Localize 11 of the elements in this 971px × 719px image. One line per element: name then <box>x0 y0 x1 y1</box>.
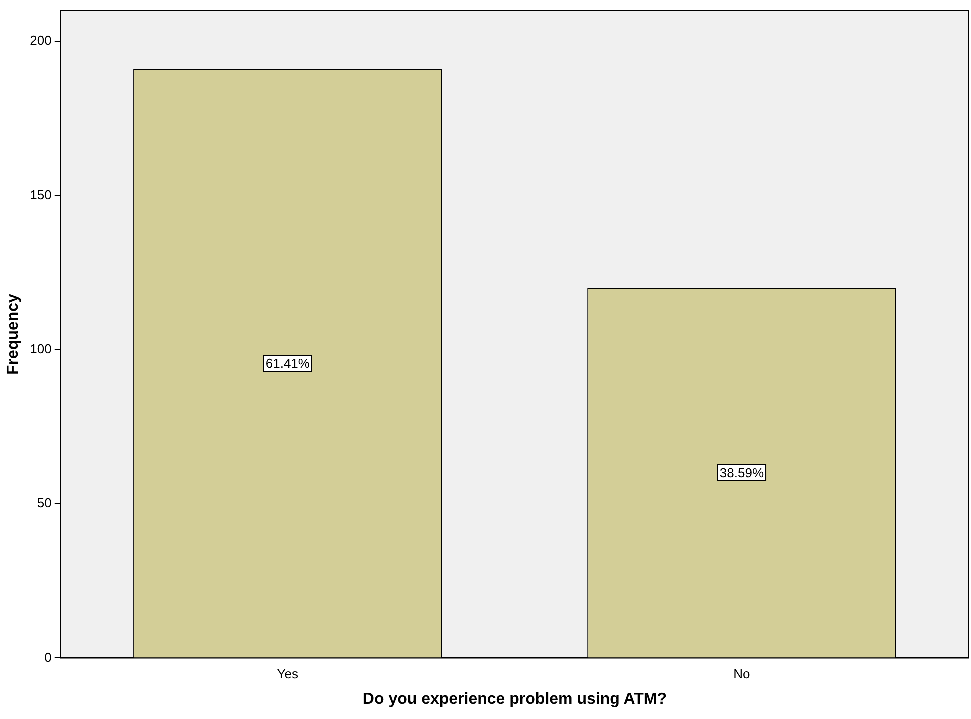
y-axis-title: Frequency <box>5 294 22 375</box>
annotation: 61.41% <box>266 356 310 372</box>
x-tick-label: Yes <box>277 666 300 682</box>
y-tick-label: 200 <box>30 33 52 48</box>
y-tick-label: 0 <box>44 650 52 665</box>
x-tick-label: No <box>734 666 750 682</box>
y-tick-label: 50 <box>37 496 52 511</box>
y-tick-label: 100 <box>30 341 52 356</box>
y-tick-label: 150 <box>30 187 52 202</box>
x-axis-title: Do you experience problem using ATM? <box>362 690 667 708</box>
annotation: 38.59% <box>720 466 764 481</box>
